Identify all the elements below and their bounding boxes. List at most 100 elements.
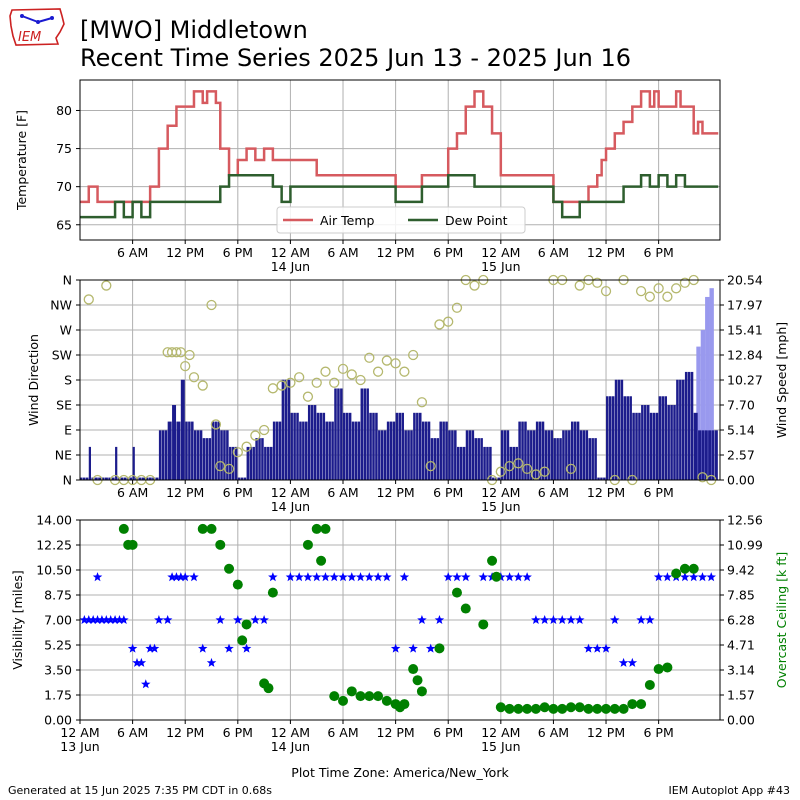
x-tick-label: 6 AM: [117, 725, 148, 740]
ceiling-point: [206, 523, 217, 534]
wind-speed-bar: [673, 405, 676, 480]
ceiling-point: [548, 703, 559, 714]
wind-direction-point: [241, 441, 252, 452]
visibility-point: [101, 615, 112, 624]
wind-speed-bar: [310, 405, 314, 480]
visibility-point: [478, 572, 488, 582]
wind-gust-bar: [705, 296, 710, 480]
wind-speed-bar: [597, 477, 600, 480]
ceiling-point: [355, 691, 366, 702]
ceiling-point: [329, 691, 340, 702]
x-tick-label: 6 AM: [538, 245, 569, 260]
ceiling-tick-label: 10.99: [727, 538, 763, 553]
wind-direction-point: [565, 463, 577, 475]
wind-speed-bar: [582, 430, 586, 480]
wind-speed-bar: [226, 430, 229, 480]
direction-tick-label: N: [63, 473, 72, 488]
visibility-point: [114, 615, 125, 624]
visibility-tick-label: 14.00: [36, 513, 72, 528]
wind-speed-bar: [588, 438, 592, 480]
wind-direction-point: [267, 383, 279, 394]
wind-speed-bar: [101, 477, 105, 480]
visibility-point: [373, 572, 383, 582]
wind-speed-bar: [410, 430, 413, 480]
wind-speed-bar: [269, 446, 273, 480]
wind-speed-bar: [111, 477, 115, 480]
wind-speed-bar: [606, 396, 609, 480]
visibility-point: [198, 643, 208, 653]
wind-speed-bar: [573, 421, 577, 480]
visibility-point: [189, 572, 199, 582]
visibility-point: [79, 615, 90, 624]
wind-direction-point: [495, 466, 506, 477]
x-tick-sublabel: 14 Jun: [271, 499, 310, 514]
wind-speed-bar: [456, 446, 460, 480]
visibility-tick-label: 10.50: [36, 563, 72, 578]
visibility-point: [662, 572, 673, 582]
visibility-tick-label: 5.25: [44, 638, 72, 653]
chart-title-line1: [MWO] Middletown: [80, 16, 308, 44]
wind-speed-bar: [278, 421, 282, 480]
ceiling-point: [311, 523, 322, 534]
wind-speed-bar: [693, 412, 698, 480]
wind-speed-bar: [664, 396, 667, 480]
ceiling-point: [609, 703, 620, 714]
wind-speed-bar: [243, 477, 247, 480]
visibility-point: [531, 615, 541, 624]
wind-speed-bar: [570, 421, 574, 480]
wind-speed-bar: [711, 430, 715, 480]
wind-speed-bar: [471, 430, 475, 480]
chart-title-line2: Recent Time Series 2025 Jun 13 - 2025 Ju…: [80, 44, 632, 72]
ceiling-point: [118, 523, 129, 534]
ceiling-point: [592, 703, 603, 714]
wind-speed-bar: [538, 421, 542, 480]
x-tick-sublabel: 14 Jun: [271, 739, 310, 754]
wind-direction-point: [258, 424, 270, 436]
x-tick-label: 12 PM: [166, 725, 204, 740]
wind-speed-bar: [381, 430, 384, 480]
wind-speed-bar: [255, 438, 258, 480]
wind-speed-bar: [611, 396, 615, 480]
wind-speed-bar: [468, 430, 472, 480]
wind-speed-bar: [331, 421, 334, 480]
wind-speed-bar: [690, 371, 694, 480]
wind-direction-point: [337, 363, 349, 375]
wind-speed-bar: [518, 421, 521, 480]
visibility-point: [206, 657, 217, 667]
visibility-point: [461, 572, 471, 582]
ceiling-point: [513, 703, 524, 714]
wind-speed-bar: [480, 438, 483, 480]
wind-speed-bar: [249, 446, 253, 480]
visibility-point: [504, 572, 515, 582]
visibility-point: [92, 615, 103, 624]
direction-tick-label: E: [64, 423, 72, 438]
wind-speed-bar: [98, 477, 102, 480]
wind-speed-bar: [445, 421, 448, 480]
wind-speed-bar: [293, 412, 296, 480]
x-tick-sublabel: 14 Jun: [271, 259, 310, 274]
wind-direction-point: [592, 277, 603, 288]
wind-speed-bar: [372, 412, 375, 480]
visibility-point: [285, 572, 296, 582]
ceiling-point: [338, 695, 349, 706]
wind-gust-bar: [709, 288, 714, 480]
wind-speed-bar: [357, 421, 361, 480]
visibility-point: [592, 643, 602, 653]
wind-speed-bar: [562, 430, 565, 480]
x-tick-sublabel: 13 Jun: [60, 739, 99, 754]
wind-speed-bar: [290, 412, 293, 480]
dew-point-line: [80, 173, 719, 219]
wind-speed-bar: [579, 430, 583, 480]
wind-direction-point: [513, 458, 524, 469]
x-tick-label: 6 AM: [327, 245, 358, 260]
wind-direction-point: [250, 430, 261, 441]
ceiling-point: [399, 699, 410, 710]
x-tick-label: 6 PM: [433, 245, 463, 260]
wind-speed-bar: [421, 421, 425, 480]
visibility-point: [136, 657, 147, 667]
wind-speed-bar: [299, 421, 302, 480]
wind-direction-point: [469, 280, 480, 291]
wind-speed-bar: [670, 405, 673, 480]
wind-speed-bar: [459, 446, 463, 480]
wind-speed-bar: [199, 430, 203, 480]
